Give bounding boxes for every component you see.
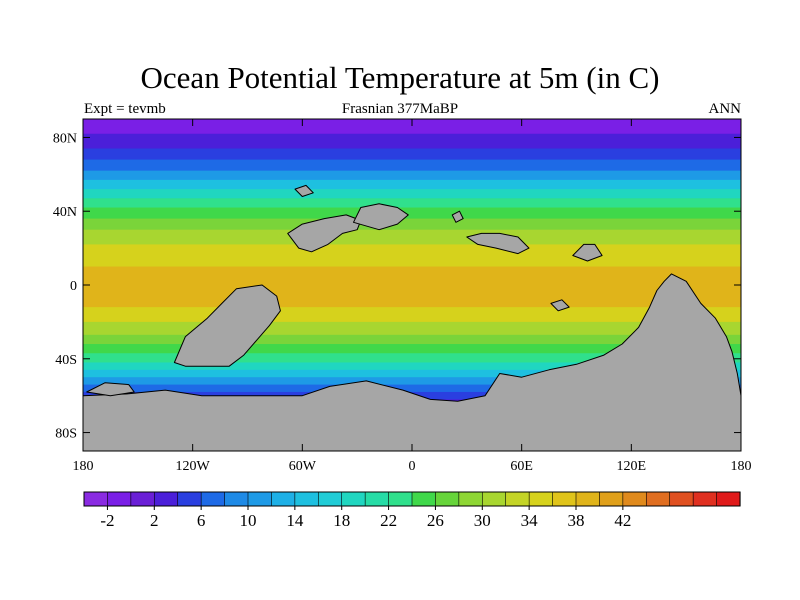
- map-plot-area: [83, 119, 741, 451]
- colorbar-swatch-8: [271, 491, 296, 507]
- temperature-band-20: [83, 377, 741, 386]
- colorbar-swatch-25: [669, 491, 694, 507]
- colorbar-swatch-13: [388, 491, 413, 507]
- colorbar-swatch-3: [153, 491, 179, 507]
- landmass-south-china: [550, 299, 570, 312]
- longitude-axis: 180 120W 60W 0 60E 120E 180: [73, 119, 752, 474]
- temperature-band-16: [83, 344, 741, 354]
- temperature-band-7: [83, 198, 741, 209]
- colorbar-tick-label: 6: [197, 511, 206, 530]
- colorbar-swatch-18: [505, 491, 530, 507]
- temperature-band-17: [83, 353, 741, 364]
- colorbar-frame: [83, 491, 741, 507]
- colorbar-tick-label: 14: [286, 511, 304, 530]
- colorbar-tick-label: 34: [521, 511, 539, 530]
- lat-tick-label: 40N: [53, 205, 77, 220]
- temperature-band-3: [83, 159, 741, 172]
- colorbar-swatch-21: [575, 491, 601, 507]
- colorbar-swatch-27: [716, 491, 741, 507]
- colorbar-swatch-19: [528, 491, 554, 507]
- colorbar-swatch-17: [481, 491, 507, 507]
- temperature-band-6: [83, 189, 741, 199]
- temperature-band-4: [83, 170, 741, 181]
- landmasses: [83, 184, 741, 451]
- colorbar-swatch-14: [411, 491, 437, 507]
- lat-tick-label: 80N: [53, 131, 77, 146]
- colorbar-tick-label: 22: [380, 511, 397, 530]
- temperature-band-1: [83, 133, 741, 150]
- landmass-kazakh-island: [451, 210, 464, 223]
- experiment-label: Expt = tevmb: [84, 101, 166, 117]
- colorbar-tick-label: 26: [427, 511, 444, 530]
- map-title: Ocean Potential Temperature at 5m (in C): [140, 60, 660, 95]
- temperature-band-11: [83, 244, 741, 268]
- colorbar-swatch-23: [622, 491, 647, 507]
- landmass-northern-island: [294, 184, 314, 197]
- colorbar-tick-label: 42: [614, 511, 631, 530]
- lon-tick-label: 60E: [510, 459, 533, 474]
- colorbar-swatch-0: [83, 491, 109, 507]
- colorbar-swatch-6: [224, 491, 249, 507]
- landmass-laurussia-central: [353, 203, 409, 231]
- temperature-band-2: [83, 148, 741, 161]
- colorbar-tick-label: 2: [150, 511, 159, 530]
- colorbar-swatch-11: [341, 491, 366, 507]
- colorbar-swatch-7: [247, 491, 273, 507]
- lat-tick-label: 40S: [55, 353, 77, 368]
- latitude-axis: 80N 40N 0 40S 80S: [53, 131, 741, 442]
- temperature-band-19: [83, 369, 741, 378]
- colorbar: -2 2 6 10 14 18 22 26 30 34 38 42: [83, 491, 741, 530]
- colorbar-tick-label: 10: [240, 511, 257, 530]
- temperature-band-5: [83, 179, 741, 190]
- colorbar-swatch-20: [552, 491, 577, 507]
- season-label: ANN: [708, 101, 742, 117]
- landmass-north-china: [572, 243, 603, 262]
- colorbar-swatch-22: [599, 491, 624, 507]
- colorbar-tick-label: 38: [568, 511, 585, 530]
- colorbar-swatch-26: [692, 491, 718, 507]
- lon-tick-label: 180: [731, 459, 752, 474]
- colorbar-swatch-10: [317, 491, 343, 507]
- temperature-band-9: [83, 218, 741, 231]
- landmass-south-america-block: [173, 284, 281, 367]
- lon-tick-label: 180: [73, 459, 94, 474]
- colorbar-swatch-2: [130, 491, 155, 507]
- lon-tick-label: 120W: [176, 459, 211, 474]
- temperature-band-12: [83, 266, 741, 308]
- colorbar-swatch-16: [458, 491, 483, 507]
- lon-tick-label: 60W: [289, 459, 317, 474]
- colorbar-swatch-15: [435, 491, 460, 507]
- temperature-band-0: [83, 119, 741, 135]
- temperature-band-18: [83, 362, 741, 371]
- lat-tick-label: 80S: [55, 427, 77, 442]
- colorbar-swatch-24: [645, 491, 671, 507]
- landmass-siberia: [466, 232, 530, 255]
- landmass-southern-island: [86, 382, 135, 397]
- colorbar-swatch-9: [294, 491, 319, 507]
- colorbar-swatch-4: [177, 491, 202, 507]
- temperature-band-21: [83, 384, 741, 393]
- colorbar-tick-label: 18: [333, 511, 350, 530]
- colorbar-tick-label: -2: [100, 511, 114, 530]
- colorbar-swatch-1: [107, 491, 132, 507]
- colorbar-swatch-5: [200, 491, 226, 507]
- lon-tick-label: 0: [409, 459, 416, 474]
- temperature-band-10: [83, 229, 741, 246]
- colorbar-tick-label: 30: [474, 511, 491, 530]
- colorbar-swatch-12: [364, 491, 390, 507]
- temperature-band-8: [83, 207, 741, 220]
- lon-tick-label: 120E: [617, 459, 647, 474]
- period-label: Frasnian 377MaBP: [341, 101, 459, 117]
- temperature-band-15: [83, 334, 741, 345]
- lat-tick-label: 0: [70, 279, 77, 294]
